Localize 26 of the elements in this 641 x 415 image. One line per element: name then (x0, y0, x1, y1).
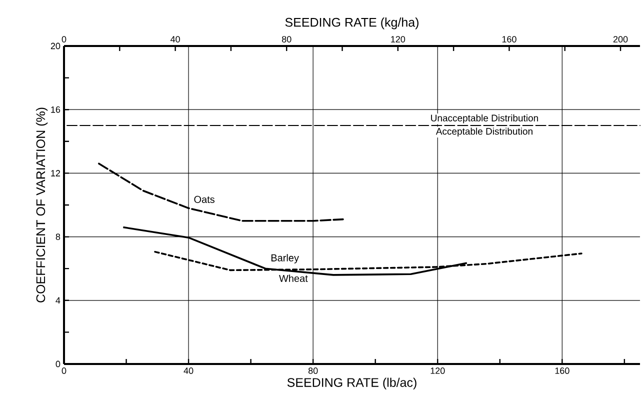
x2-tick-label: 40 (170, 36, 180, 42)
x2-tick-label: 0 (62, 36, 66, 42)
x-tick-label: 120 (430, 368, 445, 374)
y-tick-label: 4 (56, 297, 60, 304)
y-tick-label: 20 (50, 42, 60, 50)
y-axis-title: COEFFICIENT OF VARIATION (%) (36, 108, 48, 302)
x2-tick-label: 80 (282, 36, 292, 42)
x2-axis-title: SEEDING RATE (kg/ha) (285, 18, 418, 30)
x2-tick-label: 160 (502, 36, 516, 42)
line-series (95, 161, 344, 222)
annotation: Unacceptable Distribution (431, 114, 538, 124)
x-tick-label: 0 (62, 368, 66, 374)
y-tick-label: 16 (51, 106, 60, 113)
series-label: Barley (271, 254, 299, 264)
series-label: Oats (194, 196, 215, 203)
y-tick-label: 8 (56, 234, 60, 240)
x-tick-label: 80 (308, 368, 318, 374)
x-tick-label: 160 (555, 368, 570, 374)
x-tick-label: 40 (184, 368, 194, 374)
x2-tick-label: 200 (613, 36, 628, 42)
y-tick-label: 12 (51, 170, 60, 176)
annotation: Acceptable Distribution (436, 128, 532, 137)
x2-tick-label: 120 (391, 36, 406, 42)
series-label: Wheat (279, 274, 308, 282)
x-axis-title: SEEDING RATE (lb/ac) (287, 378, 416, 390)
y-tick-label: 0 (56, 360, 60, 368)
